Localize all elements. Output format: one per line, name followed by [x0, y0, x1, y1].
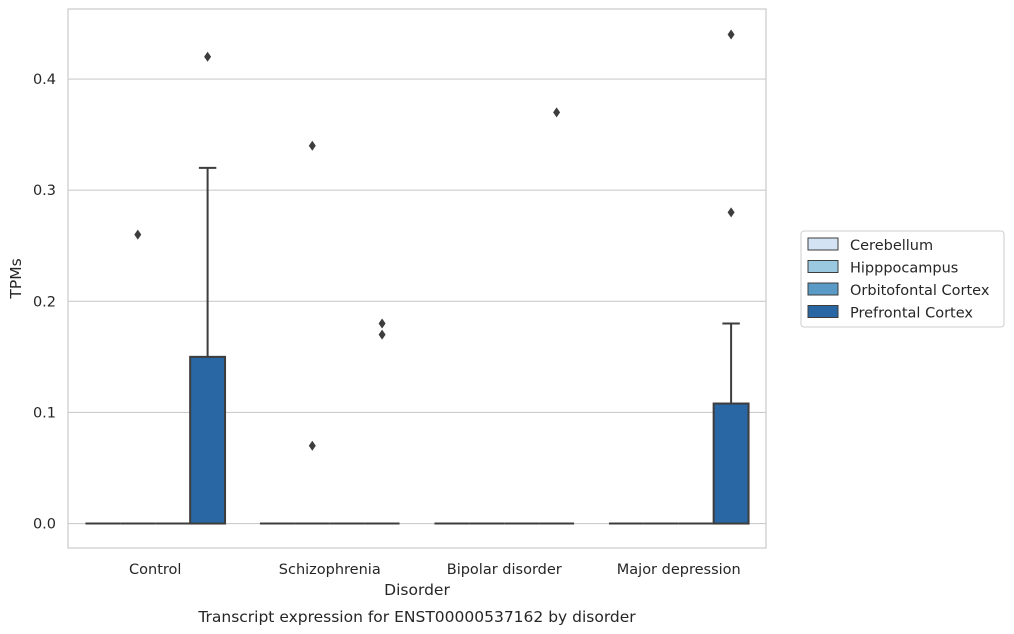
chart-caption: Transcript expression for ENST0000053716… [197, 608, 636, 626]
x-tick-label: Control [129, 562, 181, 578]
box [712, 402, 750, 525]
x-axis-title: Disorder [384, 581, 450, 599]
y-tick-label: 0.3 [33, 183, 56, 199]
outlier-point [378, 329, 386, 340]
outlier-point [553, 107, 561, 118]
y-tick-label: 0.4 [33, 72, 56, 88]
legend-frame [800, 230, 1005, 328]
outlier-point [134, 229, 142, 240]
outlier-point [308, 140, 316, 151]
plot-area-frame [67, 8, 767, 549]
box [189, 355, 227, 525]
y-tick-label: 0.0 [33, 517, 56, 533]
x-tick-label: Schizophrenia [279, 562, 381, 578]
legend: Cerebellum Hipppocampus Orbitofontal Corte… [800, 230, 1005, 328]
x-tick-label: Bipolar disorder [447, 562, 562, 578]
outlier-point [727, 29, 735, 40]
outlier-point [378, 318, 386, 329]
legend-swatch [807, 237, 839, 251]
legend-label: Hipppocampus [850, 261, 958, 277]
outlier-point [204, 51, 212, 62]
legend-swatch [807, 305, 839, 318]
x-axis-ticks: Control Schizophrenia Bipolar disorder Majo… [129, 562, 741, 578]
outlier-point [727, 207, 735, 218]
legend-label: Orbitofontal Cortex [850, 283, 990, 299]
boxes [85, 166, 750, 525]
y-axis-title: TPMs [7, 258, 25, 299]
legend-items: Cerebellum Hipppocampus Orbitofontal Corte… [807, 237, 990, 322]
y-axis-ticks: 0.0 0.1 0.2 0.3 0.4 [33, 72, 56, 533]
legend-label: Prefrontal Cortex [850, 306, 973, 322]
x-tick-label: Major depression [617, 562, 741, 578]
outlier-point [308, 440, 316, 451]
y-tick-label: 0.1 [33, 405, 56, 421]
legend-swatch [807, 282, 839, 296]
legend-swatch [807, 260, 839, 273]
y-tick-label: 0.2 [33, 294, 56, 310]
outliers [134, 29, 735, 451]
legend-label: Cerebellum [850, 238, 933, 254]
gridlines [68, 78, 766, 525]
